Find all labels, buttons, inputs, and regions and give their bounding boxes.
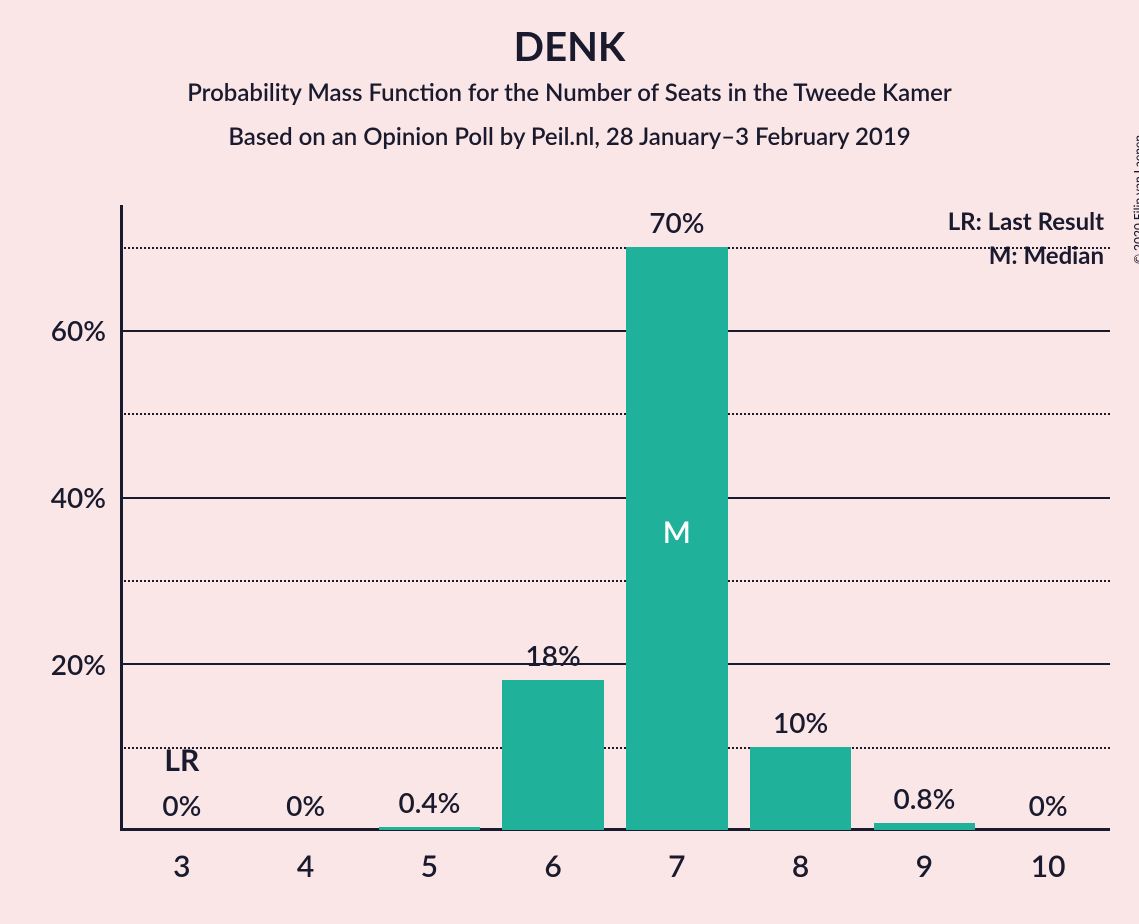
copyright-span: © 2020 Filip van Laenen — [1131, 135, 1139, 264]
x-tick-label: 5 — [368, 848, 492, 884]
bar-value-label: 0.4% — [368, 785, 492, 819]
bar-value-label: 0% — [244, 788, 368, 822]
x-tick-label: 7 — [615, 848, 739, 884]
title-text: DENK — [514, 22, 626, 70]
bar — [750, 747, 851, 830]
x-tick-label: 10 — [986, 848, 1110, 884]
y-tick-label: 60% — [16, 313, 106, 347]
bar-value-label: 0.8% — [863, 781, 987, 815]
subtitle1-text: Probability Mass Function for the Number… — [187, 78, 952, 107]
bar — [502, 680, 603, 830]
chart-plot-area: 20%40%60%0%3LR0%40.4%518%670%7M10%80.8%9… — [120, 205, 1110, 830]
dotted-gridline — [120, 580, 1110, 582]
dotted-gridline — [120, 247, 1110, 249]
legend-lr: LR: Last Result — [948, 207, 1104, 236]
legend-m: M: Median — [989, 241, 1104, 270]
solid-gridline — [120, 497, 1110, 499]
solid-gridline — [120, 330, 1110, 332]
copyright-text: © 2020 Filip van Laenen — [1131, 135, 1139, 264]
bar-value-label: 0% — [120, 788, 244, 822]
subtitle2-text: Based on an Opinion Poll by Peil.nl, 28 … — [228, 122, 910, 151]
bar-value-label: 10% — [739, 705, 863, 739]
chart-title: DENK — [0, 22, 1139, 70]
x-tick-label: 6 — [491, 848, 615, 884]
bar — [379, 827, 480, 830]
bar-value-label: 70% — [615, 205, 739, 239]
chart-subtitle-2: Based on an Opinion Poll by Peil.nl, 28 … — [0, 122, 1139, 151]
bar-value-label: 0% — [986, 788, 1110, 822]
lr-annotation: LR — [120, 742, 244, 778]
y-tick-label: 20% — [16, 647, 106, 681]
y-axis — [120, 205, 123, 830]
dotted-gridline — [120, 747, 1110, 749]
bar-value-label: 18% — [491, 638, 615, 672]
x-tick-label: 3 — [120, 848, 244, 884]
median-annotation: M — [626, 514, 727, 550]
bar — [874, 823, 975, 830]
x-tick-label: 8 — [739, 848, 863, 884]
x-tick-label: 4 — [244, 848, 368, 884]
solid-gridline — [120, 663, 1110, 665]
chart-subtitle-1: Probability Mass Function for the Number… — [0, 78, 1139, 107]
y-tick-label: 40% — [16, 480, 106, 514]
x-tick-label: 9 — [863, 848, 987, 884]
dotted-gridline — [120, 413, 1110, 415]
